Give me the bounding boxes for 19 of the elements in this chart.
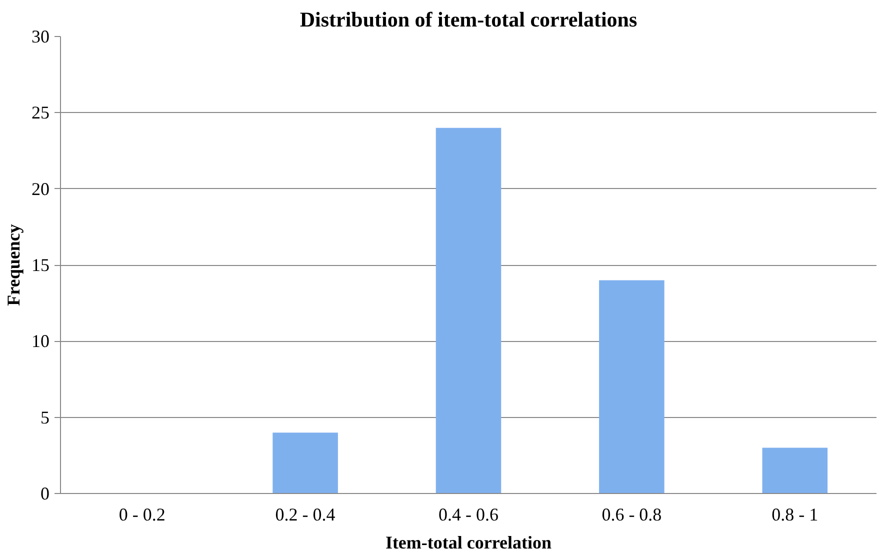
y-tick-label: 10 — [32, 331, 50, 352]
bar — [272, 432, 338, 494]
x-tick-label: 0.8 - 1 — [772, 504, 818, 524]
bar — [762, 448, 828, 494]
bar — [436, 128, 502, 494]
y-tick-label: 20 — [32, 178, 50, 199]
x-tick-label: 0.6 - 0.8 — [602, 504, 662, 524]
x-axis-title: Item-total correlation — [385, 532, 552, 552]
y-axis-title: Frequency — [4, 224, 24, 306]
x-tick-label: 0.2 - 0.4 — [275, 504, 336, 524]
y-tick-label: 5 — [40, 407, 50, 428]
x-tick-label: 0 - 0.2 — [118, 504, 166, 524]
x-tick-label: 0.4 - 0.6 — [438, 504, 499, 524]
y-tick-label: 0 — [40, 484, 50, 504]
y-tick-label: 15 — [32, 255, 50, 275]
chart-title: Distribution of item-total correlations — [300, 8, 638, 32]
y-tick-label: 25 — [32, 102, 50, 123]
y-tick-label: 30 — [32, 26, 50, 46]
bar — [599, 280, 664, 494]
